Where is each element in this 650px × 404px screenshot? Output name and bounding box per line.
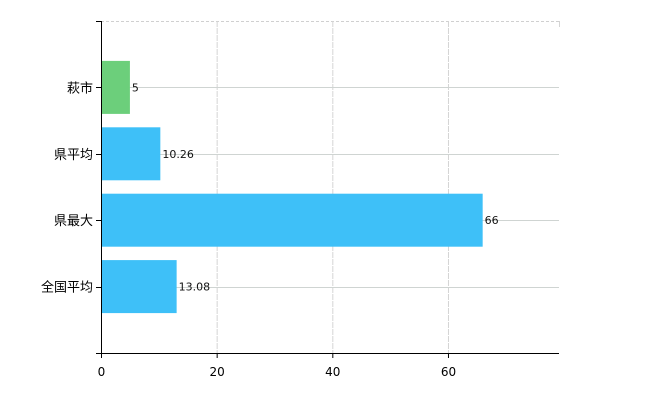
y-tick-label: 県最大 bbox=[54, 214, 93, 229]
bar bbox=[102, 260, 177, 314]
data-label: 13.08 bbox=[179, 281, 211, 294]
bar bbox=[102, 127, 161, 181]
y-tick-label: 全国平均 bbox=[41, 280, 93, 296]
bar bbox=[102, 193, 483, 247]
bar bbox=[102, 60, 130, 114]
x-tick-label: 40 bbox=[325, 365, 340, 379]
y-tick-label: 県平均 bbox=[54, 148, 93, 163]
x-tick-label: 60 bbox=[441, 365, 456, 379]
data-label: 66 bbox=[485, 214, 499, 227]
x-tick-label: 20 bbox=[210, 365, 225, 379]
data-label: 5 bbox=[132, 81, 139, 94]
data-label: 10.26 bbox=[162, 148, 194, 161]
x-tick-label: 0 bbox=[98, 365, 106, 379]
y-tick-label: 萩市 bbox=[67, 80, 93, 96]
